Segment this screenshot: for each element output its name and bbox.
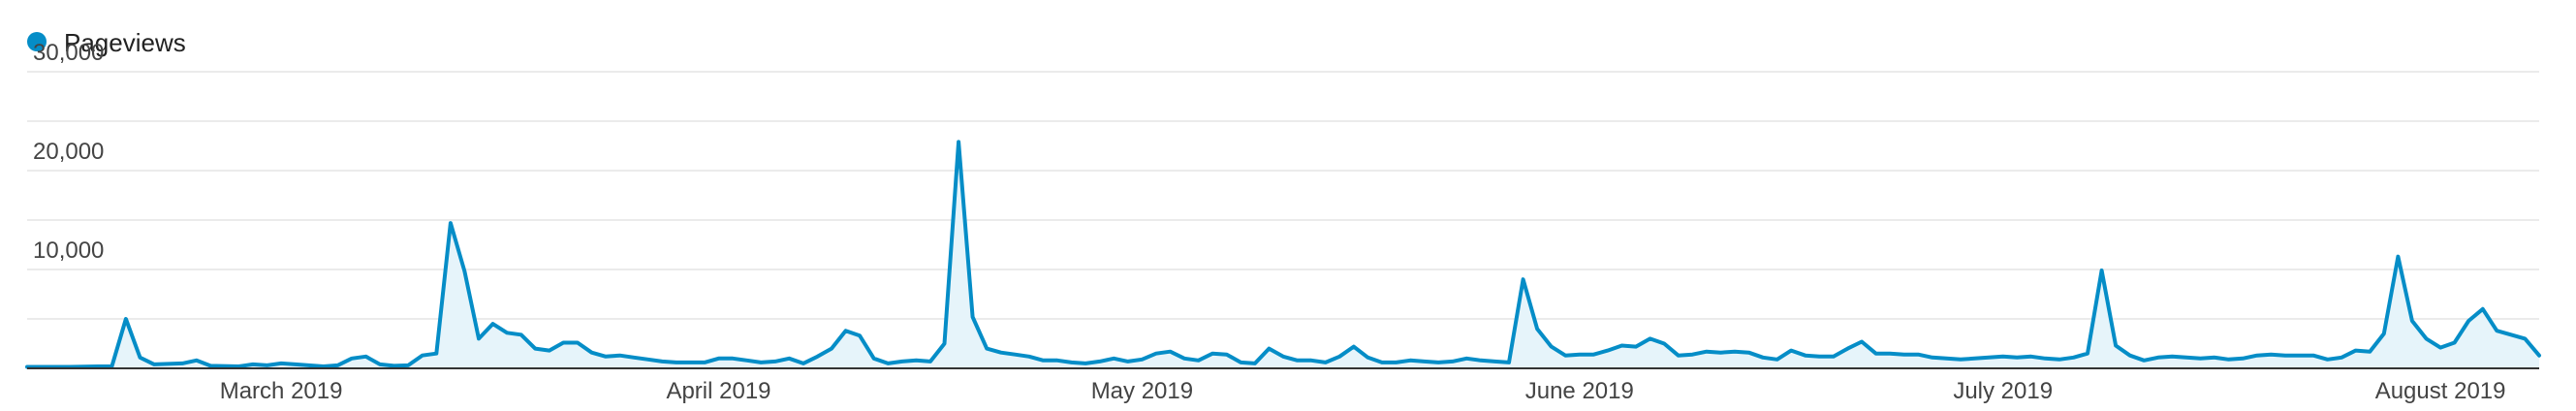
legend: Pageviews — [27, 28, 186, 57]
y-tick-label: 10,000 — [33, 237, 104, 264]
x-axis-tick-labels: March 2019 April 2019 May 2019 June 2019 Jul… — [220, 378, 2506, 404]
x-tick-label: August 2019 — [2375, 378, 2506, 404]
x-tick-label: April 2019 — [666, 378, 770, 404]
y-axis-tick-labels: 10,000 20,000 30,000 — [33, 40, 104, 264]
x-tick-label: March 2019 — [220, 378, 343, 404]
pageviews-area-fill — [27, 142, 2539, 368]
x-tick-label: July 2019 — [1953, 378, 2053, 404]
circle-marker-icon — [27, 32, 47, 51]
x-tick-label: June 2019 — [1525, 378, 1634, 404]
legend-label: Pageviews — [64, 28, 186, 57]
series-area — [27, 142, 2539, 368]
pageviews-line — [25, 140, 2541, 369]
y-tick-label: 20,000 — [33, 139, 104, 165]
gridlines — [27, 71, 2539, 320]
x-tick-label: May 2019 — [1091, 378, 1193, 404]
series-line — [25, 140, 2541, 369]
y-tick-label: 30,000 — [33, 40, 104, 66]
